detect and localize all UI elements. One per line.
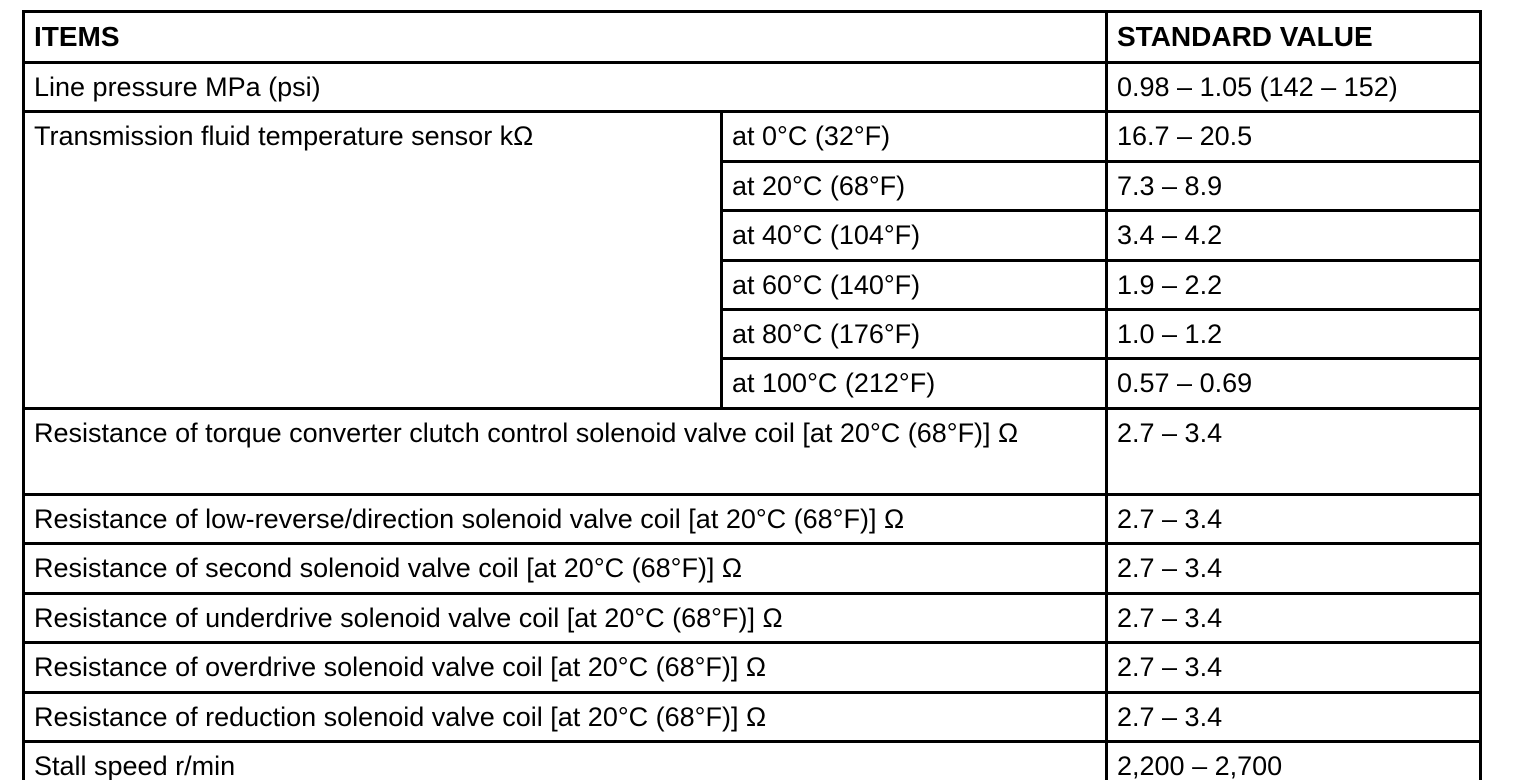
header-standard-value: STANDARD VALUE (1105, 10, 1482, 64)
header-items: ITEMS (22, 10, 1108, 64)
condition-cell: at 20°C (68°F) (720, 159, 1108, 213)
table-row: Resistance of torque converter clutch co… (22, 406, 1482, 496)
condition-cell: at 0°C (32°F) (720, 110, 1108, 163)
item-cell: Stall speed r/min (22, 740, 1108, 780)
value-cell: 7.3 – 8.9 (1105, 159, 1482, 213)
value-cell: 2.7 – 3.4 (1105, 542, 1482, 595)
value-cell: 2.7 – 3.4 (1105, 591, 1482, 645)
value-cell: 2,200 – 2,700 (1105, 740, 1482, 780)
item-cell: Resistance of overdrive solenoid valve c… (22, 641, 1108, 694)
item-cell: Resistance of reduction solenoid valve c… (22, 690, 1108, 744)
value-cell: 1.0 – 1.2 (1105, 307, 1482, 361)
item-cell: Resistance of torque converter clutch co… (22, 406, 1108, 496)
value-cell: 2.7 – 3.4 (1105, 406, 1482, 496)
table-row: Resistance of overdrive solenoid valve c… (22, 641, 1482, 694)
table-header-row: ITEMS STANDARD VALUE (22, 10, 1482, 64)
value-cell: 3.4 – 4.2 (1105, 209, 1482, 262)
table-row: at 100°C (212°F) 0.57 – 0.69 (24, 357, 1482, 410)
table-row: Line pressure MPa (psi) 0.98 – 1.05 (142… (22, 60, 1482, 114)
value-cell: 2.7 – 3.4 (1105, 492, 1482, 546)
value-cell: 0.57 – 0.69 (1105, 357, 1482, 410)
item-cell: Line pressure MPa (psi) (22, 60, 1108, 114)
value-cell: 2.7 – 3.4 (1105, 690, 1482, 744)
value-cell: 0.98 – 1.05 (142 – 152) (1105, 60, 1482, 114)
value-cell: 2.7 – 3.4 (1105, 641, 1482, 694)
table-row: Resistance of low-reverse/direction sole… (22, 492, 1482, 546)
table-row: Stall speed r/min 2,200 – 2,700 (22, 740, 1482, 780)
value-cell: 16.7 – 20.5 (1105, 110, 1482, 163)
condition-cell: at 80°C (176°F) (720, 307, 1108, 361)
condition-cell: at 60°C (140°F) (720, 258, 1108, 311)
item-cell: Resistance of low-reverse/direction sole… (22, 492, 1108, 546)
value-cell: 1.9 – 2.2 (1105, 258, 1482, 311)
table-row: Resistance of underdrive solenoid valve … (22, 591, 1482, 645)
table-row: Transmission fluid temperature sensor kΩ… (22, 110, 1482, 410)
item-cell: Resistance of underdrive solenoid valve … (22, 591, 1108, 645)
table-row: at 20°C (68°F) 7.3 – 8.9 (24, 159, 1482, 213)
table-row: at 60°C (140°F) 1.9 – 2.2 (24, 258, 1482, 311)
table-row: Resistance of reduction solenoid valve c… (22, 690, 1482, 744)
condition-cell: at 40°C (104°F) (720, 209, 1108, 262)
specification-table: ITEMS STANDARD VALUE Line pressure MPa (… (22, 10, 1482, 780)
item-cell: Resistance of second solenoid valve coil… (22, 542, 1108, 595)
table-row: Resistance of second solenoid valve coil… (22, 542, 1482, 595)
item-cell: Transmission fluid temperature sensor kΩ (22, 110, 723, 410)
table-row: at 80°C (176°F) 1.0 – 1.2 (24, 307, 1482, 361)
table-row: at 40°C (104°F) 3.4 – 4.2 (24, 209, 1482, 262)
condition-cell: at 100°C (212°F) (720, 357, 1108, 410)
